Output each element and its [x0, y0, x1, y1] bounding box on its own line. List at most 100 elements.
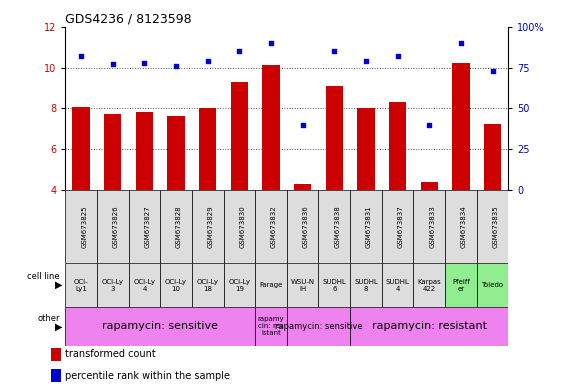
Bar	[128, 190, 160, 263]
Text: GSM673829: GSM673829	[208, 205, 214, 248]
Text: GSM673834: GSM673834	[461, 205, 467, 248]
Bar	[168, 116, 185, 190]
Text: SUDHL
4: SUDHL 4	[386, 279, 410, 291]
Bar	[350, 263, 382, 307]
Point	[456, 40, 465, 46]
Bar	[255, 307, 287, 346]
Text: GDS4236 / 8123598: GDS4236 / 8123598	[65, 13, 192, 26]
Point	[266, 40, 275, 46]
Text: GSM673828: GSM673828	[176, 205, 182, 248]
Bar	[382, 263, 414, 307]
Text: Toledo: Toledo	[482, 282, 504, 288]
Text: GSM673831: GSM673831	[366, 205, 372, 248]
Point	[393, 53, 402, 59]
Text: Pfeiff
er: Pfeiff er	[452, 279, 470, 291]
Point	[108, 61, 118, 68]
Bar	[287, 263, 319, 307]
Point	[77, 53, 86, 59]
Bar	[319, 263, 350, 307]
Bar	[357, 108, 375, 190]
Point	[361, 58, 370, 64]
Text: rapamycin: sensitive: rapamycin: sensitive	[275, 322, 362, 331]
Text: Karpas
422: Karpas 422	[417, 279, 441, 291]
Text: GSM673830: GSM673830	[239, 205, 245, 248]
Bar	[224, 263, 255, 307]
Bar	[262, 65, 279, 190]
Point	[488, 68, 497, 74]
Bar	[477, 263, 508, 307]
Text: GSM673826: GSM673826	[113, 205, 119, 248]
Bar	[255, 190, 287, 263]
Text: GSM673836: GSM673836	[303, 205, 308, 248]
Text: SUDHL
6: SUDHL 6	[323, 279, 346, 291]
Bar	[287, 190, 319, 263]
Text: other: other	[37, 314, 60, 323]
Bar	[160, 263, 192, 307]
Bar	[287, 307, 350, 346]
Bar	[350, 190, 382, 263]
Text: rapamycin: resistant: rapamycin: resistant	[371, 321, 487, 331]
Point	[330, 48, 339, 55]
Point	[203, 58, 212, 64]
Bar	[73, 108, 90, 190]
Bar	[414, 190, 445, 263]
Bar	[382, 190, 414, 263]
Text: transformed count: transformed count	[65, 349, 156, 359]
Point	[140, 60, 149, 66]
Bar	[294, 184, 311, 190]
Bar	[65, 307, 255, 346]
Bar	[136, 112, 153, 190]
Text: rapamycin: sensitive: rapamycin: sensitive	[102, 321, 218, 331]
Bar	[199, 108, 216, 190]
Text: OCI-
Ly1: OCI- Ly1	[74, 279, 89, 291]
Text: GSM673837: GSM673837	[398, 205, 404, 248]
Bar	[420, 182, 438, 190]
Text: ▶: ▶	[55, 280, 62, 290]
Bar	[192, 190, 224, 263]
Bar	[452, 63, 470, 190]
Point	[425, 122, 434, 128]
Bar	[51, 348, 61, 361]
Bar	[255, 263, 287, 307]
Text: GSM673838: GSM673838	[335, 205, 340, 248]
Bar	[224, 190, 255, 263]
Bar	[484, 124, 501, 190]
Text: WSU-N
IH: WSU-N IH	[291, 279, 315, 291]
Text: rapamy
cin: res
istant: rapamy cin: res istant	[258, 316, 285, 336]
Bar	[160, 190, 192, 263]
Bar	[97, 263, 128, 307]
Text: GSM673833: GSM673833	[429, 205, 435, 248]
Text: percentile rank within the sample: percentile rank within the sample	[65, 371, 230, 381]
Bar	[319, 190, 350, 263]
Text: ▶: ▶	[55, 321, 62, 331]
Text: Farage: Farage	[260, 282, 283, 288]
Text: OCI-Ly
18: OCI-Ly 18	[197, 279, 219, 291]
Bar	[445, 190, 477, 263]
Text: OCI-Ly
3: OCI-Ly 3	[102, 279, 124, 291]
Bar	[51, 369, 61, 382]
Bar	[192, 263, 224, 307]
Bar	[65, 190, 97, 263]
Text: OCI-Ly
4: OCI-Ly 4	[133, 279, 156, 291]
Text: OCI-Ly
19: OCI-Ly 19	[228, 279, 250, 291]
Bar	[389, 102, 406, 190]
Bar	[325, 86, 343, 190]
Text: cell line: cell line	[27, 272, 60, 281]
Text: OCI-Ly
10: OCI-Ly 10	[165, 279, 187, 291]
Text: SUDHL
8: SUDHL 8	[354, 279, 378, 291]
Bar	[128, 263, 160, 307]
Point	[298, 122, 307, 128]
Point	[235, 48, 244, 55]
Text: GSM673825: GSM673825	[81, 205, 87, 248]
Text: GSM673835: GSM673835	[492, 205, 499, 248]
Point	[172, 63, 181, 69]
Bar	[97, 190, 128, 263]
Bar	[445, 263, 477, 307]
Bar	[477, 190, 508, 263]
Text: GSM673827: GSM673827	[144, 205, 151, 248]
Bar	[65, 263, 97, 307]
Bar	[414, 263, 445, 307]
Bar	[350, 307, 508, 346]
Text: GSM673832: GSM673832	[271, 205, 277, 248]
Bar	[231, 81, 248, 190]
